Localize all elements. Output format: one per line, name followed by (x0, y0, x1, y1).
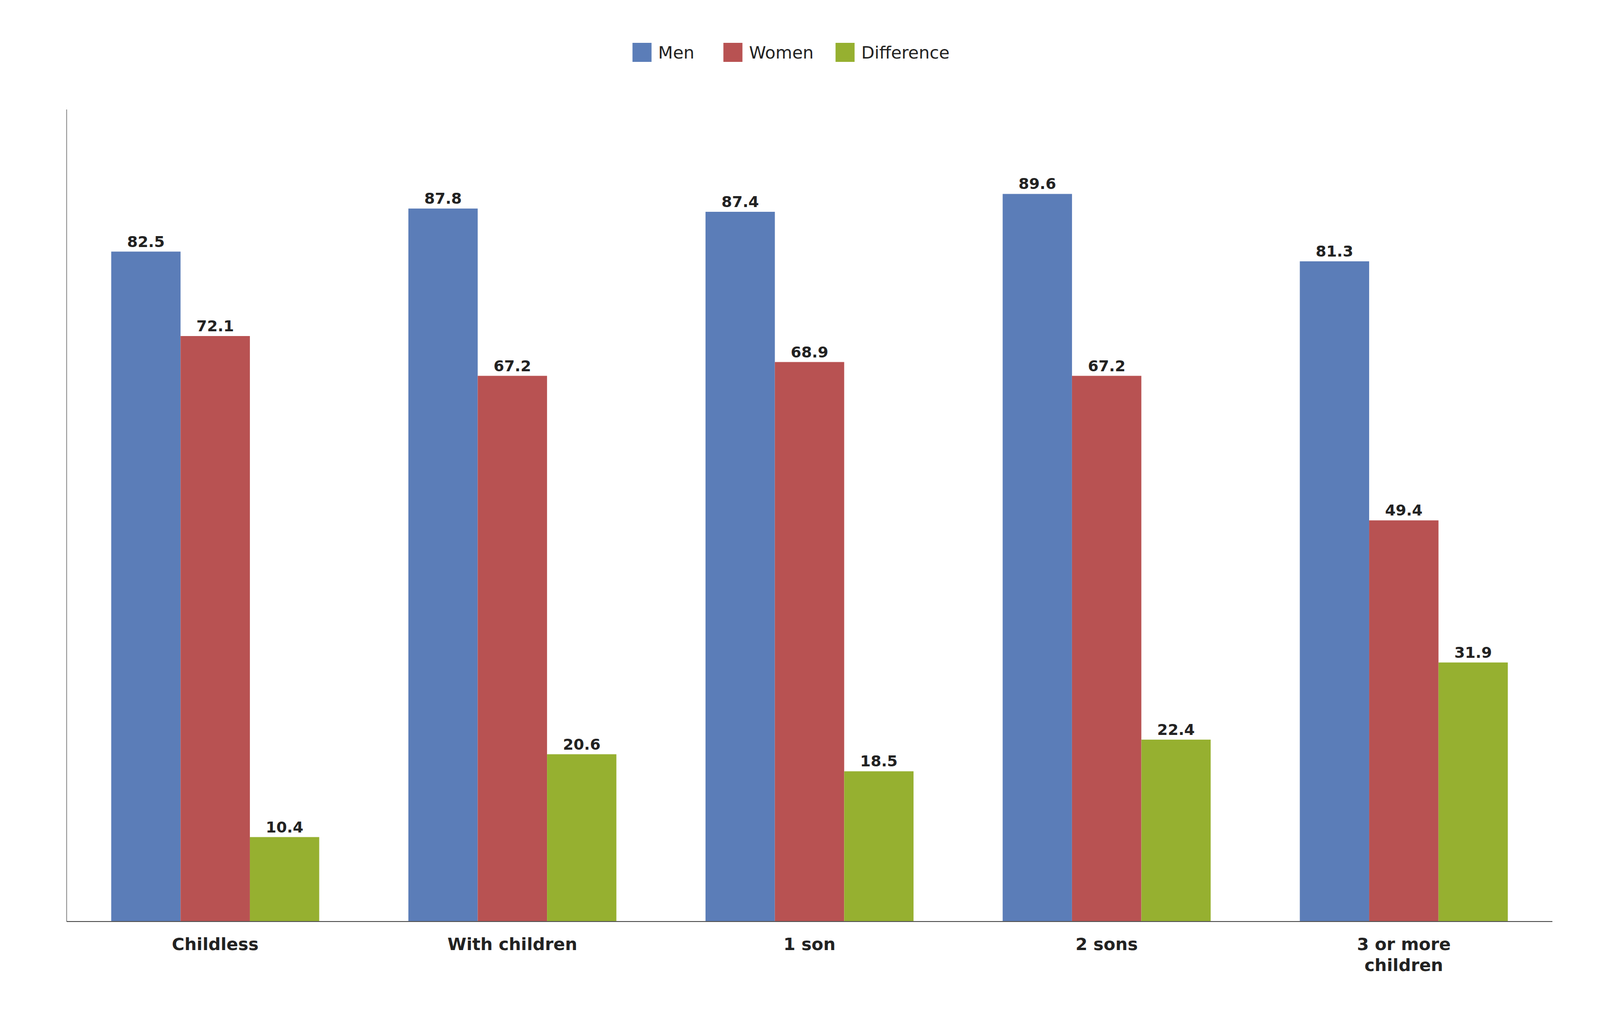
bar (1002, 193, 1073, 922)
data-label: 68.9 (790, 343, 829, 362)
data-label: 81.3 (1315, 242, 1354, 261)
data-label: 87.8 (424, 189, 462, 208)
legend-swatch (835, 42, 855, 62)
x-axis-line (66, 921, 1553, 923)
data-label: 72.1 (196, 317, 235, 336)
bar (249, 837, 320, 922)
data-label: 10.4 (265, 818, 304, 837)
chart-svg: Men Women Difference 82.5 87.8 87.4 89.6 81.3 72… (0, 0, 1600, 1031)
bar (1072, 376, 1142, 922)
data-label: 89.6 (1018, 174, 1057, 193)
x-tick-label: 1 son (783, 934, 836, 955)
bar (408, 208, 478, 922)
bar (1141, 739, 1212, 922)
data-label: 82.5 (127, 232, 165, 251)
data-label: 20.6 (562, 735, 601, 754)
legend: Men Women Difference (632, 42, 950, 63)
bar (111, 251, 181, 922)
x-tick-label: Childless (171, 934, 259, 955)
bar (844, 771, 914, 922)
legend-label: Men (658, 42, 695, 63)
data-label: 31.9 (1454, 643, 1492, 662)
bar (1369, 520, 1439, 922)
legend-swatch (632, 42, 652, 62)
legend-swatch (723, 42, 743, 62)
bar (1299, 261, 1370, 922)
legend-label: Women (749, 42, 815, 63)
bar (477, 376, 547, 922)
legend-label: Difference (861, 42, 950, 63)
data-label: 87.4 (721, 192, 759, 211)
chart-container: Men Women Difference 82.5 87.8 87.4 89.6 81.3 72… (0, 0, 1600, 1031)
data-label: 22.4 (1157, 720, 1195, 739)
data-label: 67.2 (1087, 357, 1126, 376)
x-tick-label: 2 sons (1075, 934, 1138, 955)
data-label: 18.5 (860, 752, 898, 771)
bar (546, 754, 617, 922)
background (0, 0, 1600, 1031)
bars (111, 193, 1509, 922)
x-tick-label: 3 or morechildren (1356, 934, 1451, 975)
bar (1438, 662, 1509, 922)
data-label: 67.2 (493, 357, 532, 376)
x-tick-label: With children (447, 934, 578, 955)
x-tick-labels: Childless With children 1 son 2 sons 3 or mo… (171, 934, 1451, 975)
y-axis-line (66, 109, 68, 922)
bar (775, 362, 845, 922)
bar (705, 211, 776, 922)
bar (180, 336, 250, 922)
data-label: 49.4 (1384, 501, 1423, 520)
data-labels: 82.5 87.8 87.4 89.6 81.3 72.1 67.2 68.9 67.2 49.4… (127, 174, 1492, 836)
